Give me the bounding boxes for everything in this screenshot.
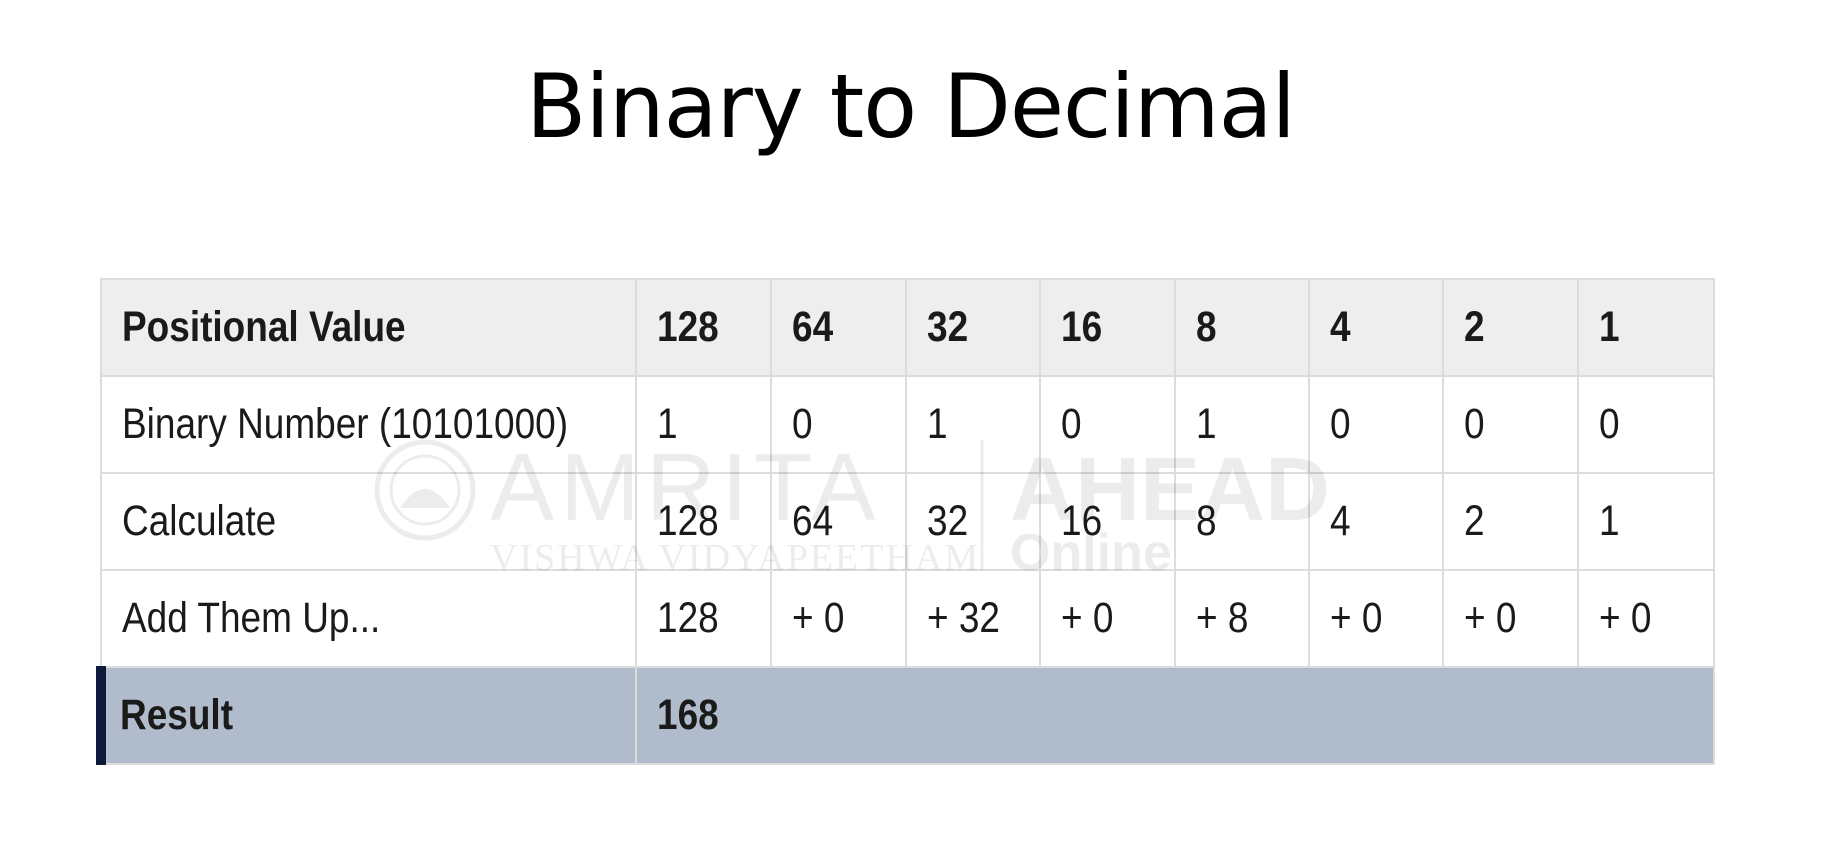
table-cell: 16 bbox=[1039, 472, 1176, 571]
result-value: 168 bbox=[635, 666, 1715, 765]
table-cell: 0 bbox=[1039, 375, 1176, 474]
table-cell: + 0 bbox=[1039, 569, 1176, 668]
table-cell: 1 bbox=[1577, 278, 1715, 377]
table-cell: + 32 bbox=[905, 569, 1041, 668]
table-cell: 32 bbox=[905, 472, 1041, 571]
table-cell: 128 bbox=[635, 569, 772, 668]
table-row-binary-number: Binary Number (10101000) 1 0 1 0 1 0 0 0 bbox=[100, 375, 1715, 474]
table-cell: 128 bbox=[635, 472, 772, 571]
table-row-add-them-up: Add Them Up... 128 + 0 + 32 + 0 + 8 + 0 … bbox=[100, 569, 1715, 668]
row-label: Positional Value bbox=[100, 278, 637, 377]
table-cell: 1 bbox=[1577, 472, 1715, 571]
binary-conversion-table: Positional Value 128 64 32 16 8 4 2 1 Bi… bbox=[96, 278, 1715, 765]
table-cell: 1 bbox=[905, 375, 1041, 474]
row-label: Calculate bbox=[100, 472, 637, 571]
table-cell: 4 bbox=[1308, 278, 1444, 377]
table-cell: + 0 bbox=[770, 569, 907, 668]
table-cell: 32 bbox=[905, 278, 1041, 377]
table-cell: 128 bbox=[635, 278, 772, 377]
table-cell: 64 bbox=[770, 472, 907, 571]
table-cell: 2 bbox=[1442, 472, 1579, 571]
table-cell: 8 bbox=[1174, 472, 1310, 571]
table-row-calculate: Calculate 128 64 32 16 8 4 2 1 bbox=[100, 472, 1715, 571]
table-cell: 1 bbox=[635, 375, 772, 474]
table-row-result: Result 168 bbox=[96, 666, 1715, 765]
row-label: Binary Number (10101000) bbox=[100, 375, 637, 474]
table-cell: 64 bbox=[770, 278, 907, 377]
row-label: Add Them Up... bbox=[100, 569, 637, 668]
table-cell: 0 bbox=[770, 375, 907, 474]
table-row-positional-value: Positional Value 128 64 32 16 8 4 2 1 bbox=[100, 278, 1715, 377]
result-label: Result bbox=[96, 666, 637, 765]
table-cell: 8 bbox=[1174, 278, 1310, 377]
table-cell: 0 bbox=[1442, 375, 1579, 474]
table-cell: 0 bbox=[1308, 375, 1444, 474]
table-cell: 16 bbox=[1039, 278, 1176, 377]
table-cell: + 0 bbox=[1442, 569, 1579, 668]
table-cell: 1 bbox=[1174, 375, 1310, 474]
table-cell: + 0 bbox=[1308, 569, 1444, 668]
table-cell: + 0 bbox=[1577, 569, 1715, 668]
table-cell: 0 bbox=[1577, 375, 1715, 474]
slide-title: Binary to Decimal bbox=[526, 55, 1296, 158]
table-cell: 2 bbox=[1442, 278, 1579, 377]
table-cell: + 8 bbox=[1174, 569, 1310, 668]
table-cell: 4 bbox=[1308, 472, 1444, 571]
